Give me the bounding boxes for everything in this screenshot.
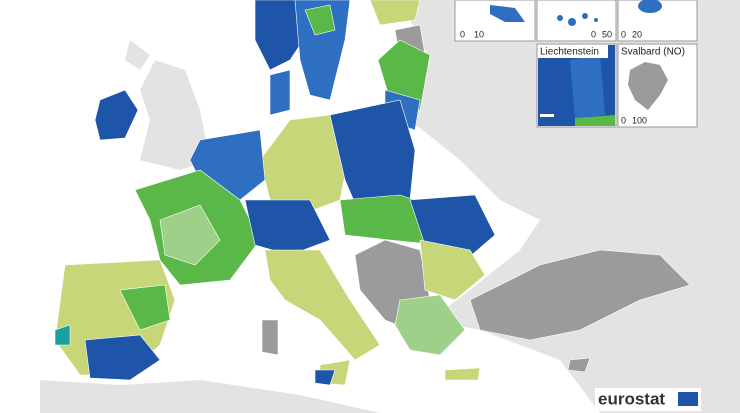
inset-region [490, 5, 525, 22]
scale-label: 20 [632, 29, 642, 39]
scale-label: 10 [474, 29, 484, 39]
inset-region [570, 55, 605, 118]
inset-region [575, 115, 615, 126]
logo-box [595, 388, 701, 411]
logo-text: eurostat [598, 389, 665, 408]
scale-label: 0 [460, 29, 465, 39]
inset: 0 20 [617, 0, 698, 42]
scale-label: 50 [602, 29, 612, 39]
inset-region [638, 0, 662, 13]
inset-label: Liechtenstein [540, 47, 599, 58]
inset: Svalbard (NO) 0 100 [617, 43, 698, 128]
scale-label: 100 [632, 115, 647, 125]
eu-flag [678, 392, 698, 406]
inset: Liechtenstein [536, 43, 617, 128]
logo: eurostat [595, 388, 701, 411]
scale-label: 0 [591, 29, 596, 39]
inset-region [557, 13, 598, 26]
inset-region [628, 62, 668, 110]
inset: 0 10 [454, 0, 536, 42]
inset: 0 50 [536, 0, 617, 42]
scale-label: 0 [621, 115, 626, 125]
label-box [538, 45, 608, 58]
scale-bar [540, 114, 554, 117]
inset-frame [536, 0, 617, 42]
regions [54, 0, 496, 386]
inset-label: Svalbard (NO) [621, 47, 685, 58]
scale-label: 0 [621, 29, 626, 39]
inset-frame [617, 0, 698, 42]
